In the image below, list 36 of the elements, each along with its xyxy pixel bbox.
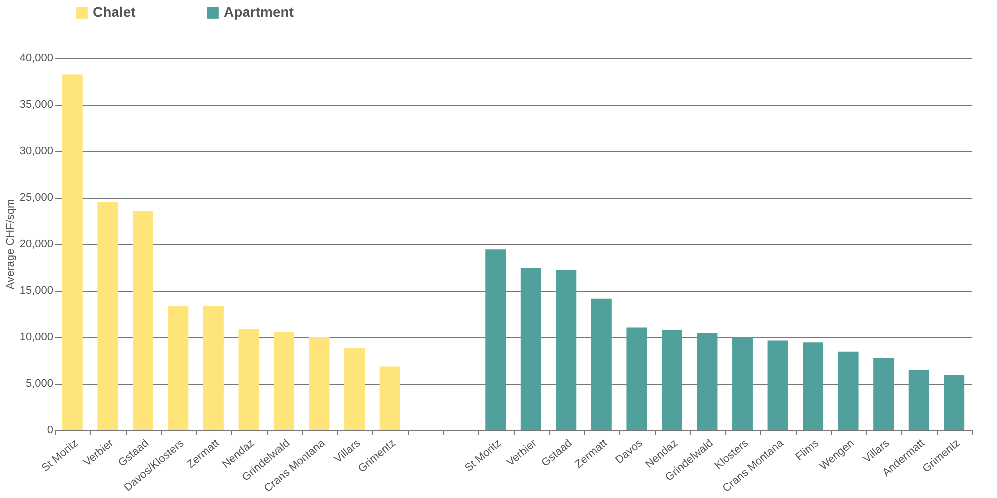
- bar: [768, 340, 788, 430]
- bar: [556, 270, 577, 430]
- bar: [238, 330, 260, 430]
- y-tick-label: 15,000: [20, 285, 54, 297]
- bar: [309, 337, 330, 430]
- y-tick-label: 40,000: [20, 52, 54, 64]
- y-tick-label: 0: [47, 424, 54, 436]
- bar: [803, 342, 824, 430]
- y-axis-title: Average CHF/sqm: [4, 199, 17, 290]
- bar: [344, 348, 366, 430]
- legend-label: Apartment: [224, 4, 294, 20]
- bar: [874, 358, 894, 430]
- y-tick-label: 5,000: [26, 378, 54, 390]
- bar: [697, 333, 718, 430]
- bar: [591, 298, 612, 430]
- bar: [662, 330, 682, 430]
- bar: [98, 202, 118, 430]
- bar: [168, 306, 189, 430]
- y-tick-label: 35,000: [20, 99, 54, 111]
- bar: [486, 250, 506, 430]
- bar: [274, 332, 294, 430]
- bar: [908, 370, 930, 430]
- bar: [203, 306, 224, 430]
- bar: [626, 328, 648, 430]
- bar: [132, 211, 154, 430]
- bar: [944, 375, 965, 430]
- bar: [380, 366, 400, 430]
- y-tick-label: 10,000: [20, 332, 54, 344]
- bar: [732, 337, 753, 430]
- y-tick-label: 30,000: [20, 146, 54, 158]
- bar: [520, 268, 542, 430]
- y-tick-label: 20,000: [20, 238, 54, 250]
- bar: [62, 74, 83, 430]
- y-tick-label: 25,000: [20, 192, 54, 204]
- legend-label: Chalet: [93, 4, 136, 20]
- bar: [838, 352, 859, 430]
